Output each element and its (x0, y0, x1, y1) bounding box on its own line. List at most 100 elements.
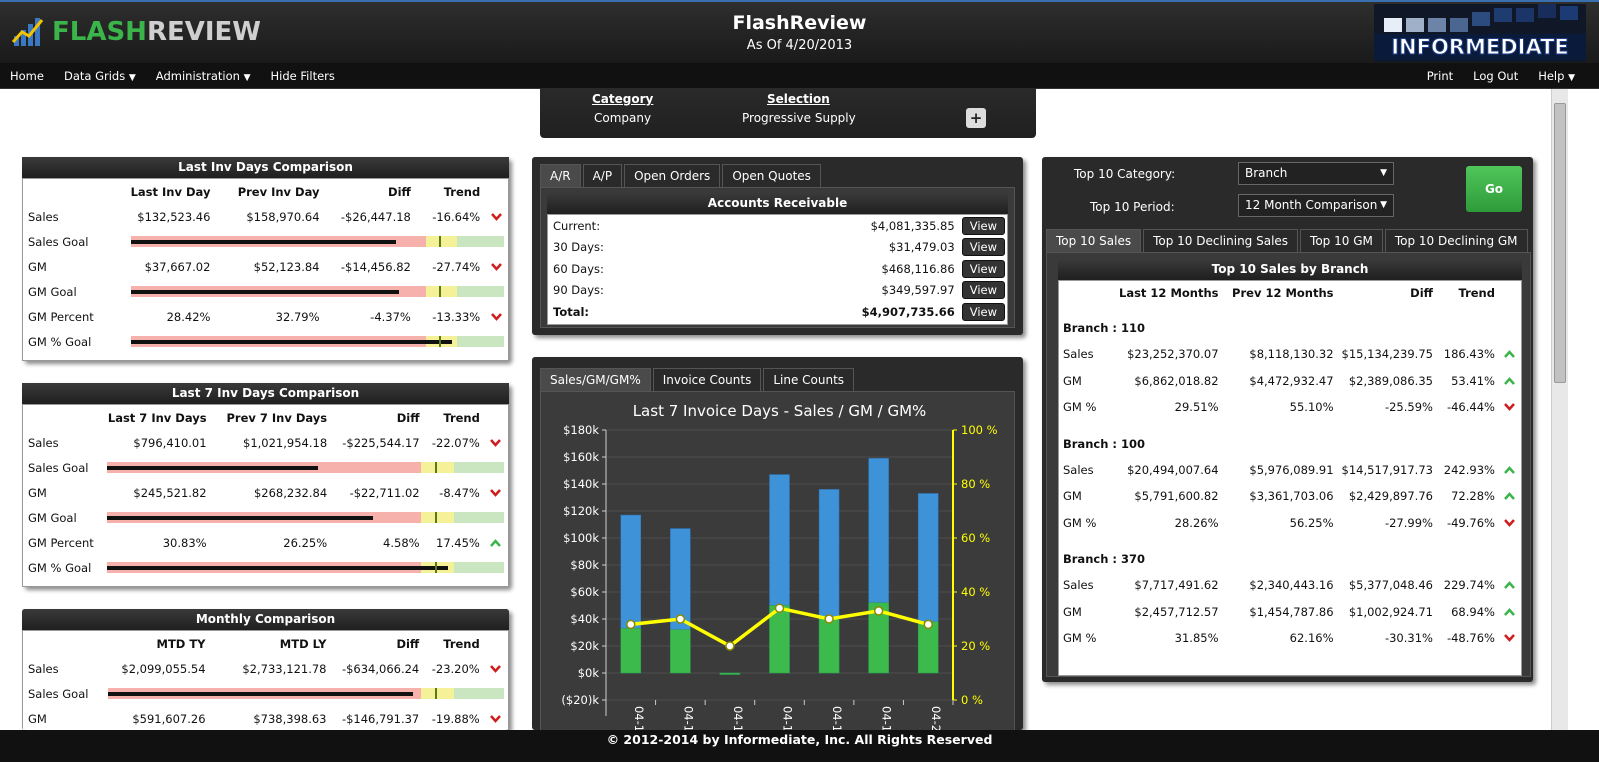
monthly-comparison-table: MTD TY MTD LY Diff Trend Sales $2,099,055… (23, 631, 508, 730)
table-row: GM Goal (23, 505, 508, 530)
scrollbar-thumb[interactable] (1554, 103, 1566, 383)
cell-a: 30.83% (162, 535, 207, 550)
x-tick-label: 04-18-2 (830, 706, 844, 730)
add-filter-button[interactable]: + (966, 108, 986, 128)
nav-data-grids[interactable]: Data Grids ▼ (54, 69, 146, 83)
cell-b: $268,232.84 (253, 485, 328, 500)
tab-ap[interactable]: A/P (582, 164, 623, 187)
col-header: Diff (396, 410, 420, 425)
table-row: GM $37,667.02 $52,123.84 -$14,456.82 -27.74% (23, 254, 508, 279)
up-arrow-icon (1499, 599, 1521, 626)
flashreview-logo[interactable]: FLASHREVIEW (12, 16, 261, 48)
goal-bar-cell (104, 681, 508, 706)
cell-trend: -16.64% (432, 209, 481, 224)
down-arrow-icon (484, 656, 508, 681)
down-arrow-icon (484, 480, 508, 505)
down-arrow-icon (484, 204, 508, 229)
ar-value: $4,081,335.85 (870, 218, 955, 233)
cell-diff: $5,377,048.46 (1348, 578, 1433, 593)
up-arrow-icon (1499, 341, 1521, 368)
cell-a: $796,410.01 (133, 435, 207, 450)
top10-category-select[interactable]: Branch ▼ (1238, 162, 1394, 185)
goal-progress-bar (130, 240, 396, 244)
up-arrow-icon (1499, 368, 1521, 395)
col-label (23, 631, 104, 656)
y-tick-label: $40k (570, 612, 599, 626)
go-button[interactable]: Go (1466, 166, 1522, 212)
filter-box: Category Selection Company Progressive S… (540, 88, 1036, 138)
table-row: Sales $132,523.46 $158,970.64 -$26,447.18 -1… (23, 204, 508, 229)
nav-help[interactable]: Help ▼ (1528, 69, 1585, 83)
category-value: Company (594, 111, 652, 125)
goal-bar (107, 562, 504, 573)
nav-hide-filters[interactable]: Hide Filters (270, 68, 335, 83)
top10-table: Last 12 Months Prev 12 Months Diff Trend… (1059, 281, 1521, 652)
table-row: Sales $23,252,370.07 $8,118,130.32 $15,134,… (1059, 341, 1521, 368)
chart-area: Last 7 Invoice Days - Sales / GM / GM% ($… (540, 391, 1015, 730)
cell-diff: -25.59% (1384, 400, 1433, 415)
goal-zone-green (457, 286, 504, 297)
tab-top10-declining-gm[interactable]: Top 10 Declining GM (1384, 229, 1528, 252)
tab-sales-gm[interactable]: Sales/GM/GM% (540, 368, 651, 391)
spacer-row (1059, 305, 1521, 315)
nav-data-grids-label: Data Grids (63, 68, 126, 83)
nav-administration[interactable]: Administration ▼ (146, 69, 261, 83)
col-header: Trend (443, 636, 480, 651)
panel-title: Top 10 Sales by Branch (1058, 259, 1522, 280)
goal-target-marker (438, 336, 441, 347)
cell-trend: -22.07% (431, 435, 480, 450)
cell-b: $2,340,443.16 (1249, 578, 1334, 593)
cell-b: $4,472,932.47 (1249, 373, 1334, 388)
cell-a: $7,717,491.62 (1134, 578, 1219, 593)
gm-bar (719, 672, 741, 675)
table-row: 90 Days: $349,597.97 View (548, 280, 1007, 302)
tab-top10-gm[interactable]: Top 10 GM (1300, 229, 1383, 252)
nav-home[interactable]: Home (10, 68, 44, 83)
goal-bar-cell (103, 555, 508, 580)
tab-line-counts[interactable]: Line Counts (763, 368, 855, 391)
cell-a: 31.85% (1174, 631, 1219, 646)
table-row: Sales $2,099,055.54 $2,733,121.78 -$634,066… (23, 656, 508, 681)
goal-progress-bar (107, 516, 374, 520)
top10-period-select[interactable]: 12 Month Comparison ▼ (1238, 194, 1394, 217)
nav-print[interactable]: Print (1426, 68, 1454, 83)
nav-logout[interactable]: Log Out (1473, 68, 1519, 83)
row-label: GM % Goal (28, 560, 92, 575)
tab-invoice-counts[interactable]: Invoice Counts (652, 368, 762, 391)
view-button[interactable]: View (961, 259, 1005, 278)
y2-tick-label: 100 % (961, 423, 998, 437)
tab-top10-declining-sales[interactable]: Top 10 Declining Sales (1143, 229, 1299, 252)
y2-tick-label: 40 % (961, 585, 990, 599)
tab-ar[interactable]: A/R (540, 164, 581, 187)
view-button[interactable]: View (961, 281, 1005, 300)
last-7-inv-days-panel: Last 7 Inv Days Comparison Last 7 Inv Da… (22, 383, 509, 587)
cell-diff: -27.99% (1384, 515, 1433, 530)
y2-tick-label: 80 % (961, 477, 990, 491)
view-button[interactable]: View (961, 302, 1005, 321)
nav-right-group: Print Log Out Help ▼ (1417, 69, 1599, 83)
nav-help-label: Help (1538, 68, 1565, 83)
gm-percent-point (873, 606, 884, 616)
panel-body: Last 7 Inv Days Prev 7 Inv Days Diff Tre… (22, 404, 509, 587)
view-button[interactable]: View (961, 238, 1005, 257)
table-row: Current: $4,081,335.85 View (548, 215, 1007, 237)
col-header: Trend (1458, 286, 1495, 300)
ar-panel: A/R A/P Open Orders Open Quotes Accounts… (532, 157, 1023, 335)
goal-bar-cell (103, 505, 508, 530)
ar-table: Current: $4,081,335.85 View 30 Days: $31,479… (548, 215, 1007, 323)
page-scrollbar[interactable] (1551, 89, 1568, 730)
goal-bar-cell (127, 229, 508, 254)
col-header: Prev 12 Months (1232, 286, 1334, 300)
cell-diff: -4.37% (370, 309, 411, 324)
view-button[interactable]: View (961, 216, 1005, 235)
tab-top10-sales[interactable]: Top 10 Sales (1046, 229, 1142, 252)
col-label (23, 179, 127, 204)
tab-open-quotes[interactable]: Open Quotes (722, 164, 821, 187)
goal-bar-cell (103, 455, 508, 480)
branch-row: Branch : 100 (1059, 431, 1521, 457)
down-arrow-icon (484, 254, 508, 279)
view-cell: View (960, 301, 1007, 323)
goal-zone-green (454, 512, 504, 523)
cell-a: $37,667.02 (144, 259, 211, 274)
tab-open-orders[interactable]: Open Orders (624, 164, 721, 187)
